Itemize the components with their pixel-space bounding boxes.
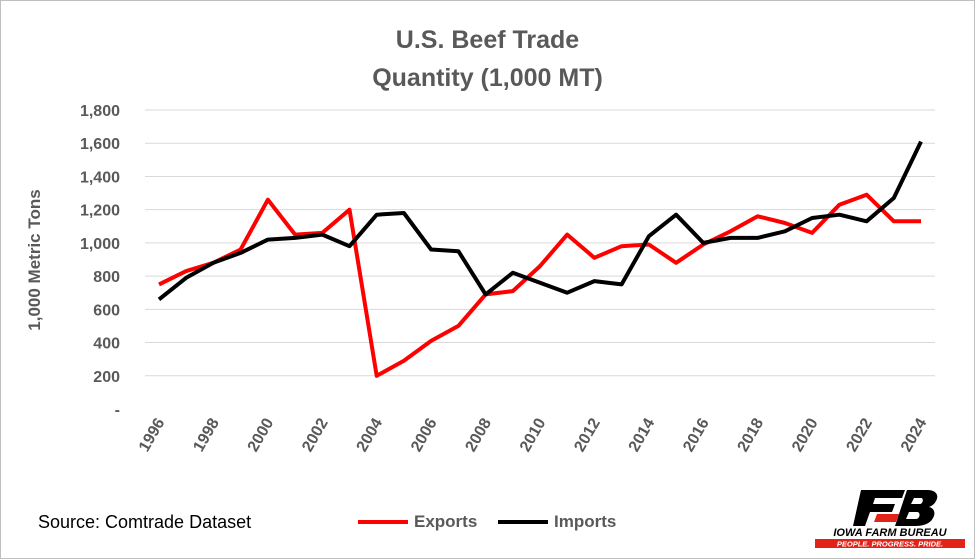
x-tick-label: 2022 <box>844 415 877 454</box>
logo-tagline-text: PEOPLE. PROGRESS. PRIDE. <box>837 540 943 549</box>
legend-exports-swatch <box>358 520 408 524</box>
x-tick-label: 2024 <box>898 415 931 454</box>
x-tick-label: 2008 <box>463 415 496 454</box>
legend-imports-label: Imports <box>554 512 617 531</box>
y-tick-label: 400 <box>93 336 120 353</box>
y-tick-label: - <box>115 402 120 419</box>
y-tick-label: 800 <box>93 269 120 286</box>
x-tick-label: 2020 <box>789 415 822 454</box>
x-tick-label: 1998 <box>190 415 223 454</box>
x-tick-label: 2010 <box>517 415 550 454</box>
source-note: Source: Comtrade Dataset <box>38 512 252 532</box>
x-tick-label: 2004 <box>354 415 387 454</box>
logo-name-text: IOWA FARM BUREAU <box>833 527 947 539</box>
x-tick-label: 2014 <box>626 415 659 454</box>
fb-mark-icon <box>853 490 938 526</box>
y-tick-label: 1,200 <box>80 203 120 220</box>
legend-imports: Imports <box>498 512 616 532</box>
y-tick-label: 1,600 <box>80 136 120 153</box>
y-tick-label: 1,000 <box>80 236 120 253</box>
legend-exports-label: Exports <box>414 512 478 531</box>
iowa-farm-bureau-logo: IOWA FARM BUREAU PEOPLE. PROGRESS. PRIDE… <box>815 490 965 549</box>
x-tick-label: 2006 <box>408 415 441 454</box>
chart-subtitle: Quantity (1,000 MT) <box>372 64 603 92</box>
legend-imports-swatch <box>498 520 548 524</box>
series-lines <box>157 140 923 378</box>
x-tick-label: 2002 <box>299 415 332 454</box>
y-tick-label: 600 <box>93 302 120 319</box>
y-axis-label: 1,000 Metric Tons <box>25 189 44 330</box>
x-axis-ticks: 1996 1998 2000 2002 2004 2006 2008 2010 2012 2014… <box>136 415 931 454</box>
x-tick-label: 2000 <box>245 415 278 454</box>
x-tick-label: 1996 <box>136 415 169 454</box>
gridlines <box>145 109 935 377</box>
x-tick-label: 2012 <box>571 415 604 454</box>
y-tick-label: 1,400 <box>80 169 120 186</box>
y-axis-ticks: - 200 400 600 800 1,000 1,200 1,400 1,600 1,800 <box>80 103 120 419</box>
y-tick-label: 1,800 <box>80 103 120 120</box>
legend-exports: Exports <box>358 512 477 532</box>
x-tick-label: 2016 <box>680 415 713 454</box>
logo-tagline-band <box>815 539 965 548</box>
chart-title: U.S. Beef Trade <box>395 26 580 54</box>
y-tick-label: 200 <box>93 369 120 386</box>
x-tick-label: 2018 <box>735 415 768 454</box>
